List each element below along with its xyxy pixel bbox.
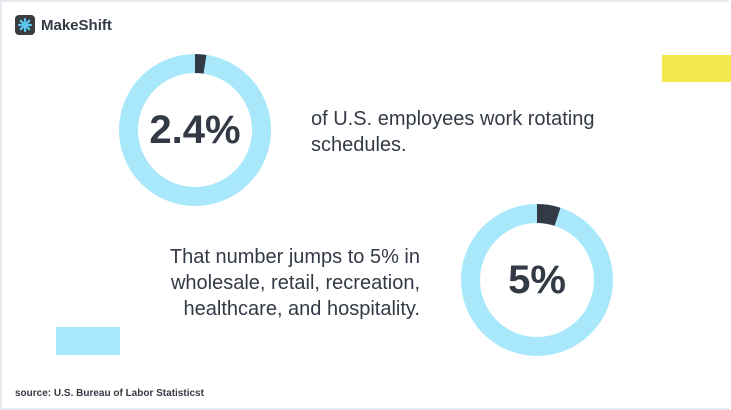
brand-logo: MakeShift	[15, 15, 112, 35]
decorative-yellow-block	[662, 55, 731, 82]
stat-text-line: wholesale, retail, recreation,	[170, 272, 420, 294]
donut-chart-rotating: 2.4%	[119, 54, 271, 206]
source-note: source: U.S. Bureau of Labor Statisticst	[15, 388, 204, 399]
donut-value-slice	[119, 54, 271, 206]
stat-text-line: healthcare, and hospitality.	[183, 298, 420, 320]
donut-value-label: 5%	[508, 257, 566, 302]
asterisk-logo-icon	[15, 15, 35, 35]
stat-description-2: That number jumps to 5% in wholesale, re…	[120, 244, 420, 322]
donut-chart-industries: 5%	[461, 204, 613, 356]
stat-description-1: of U.S. employees work rotating schedule…	[311, 106, 594, 158]
stat-text-line: schedules.	[311, 134, 407, 156]
stat-text-line: That number jumps to 5% in	[169, 246, 420, 268]
brand-name: MakeShift	[41, 16, 112, 34]
decorative-blue-block	[56, 327, 120, 355]
stat-text-line: of U.S. employees work rotating	[311, 108, 595, 130]
donut-value-label: 2.4%	[149, 107, 241, 152]
donut-value-slice	[461, 204, 613, 356]
